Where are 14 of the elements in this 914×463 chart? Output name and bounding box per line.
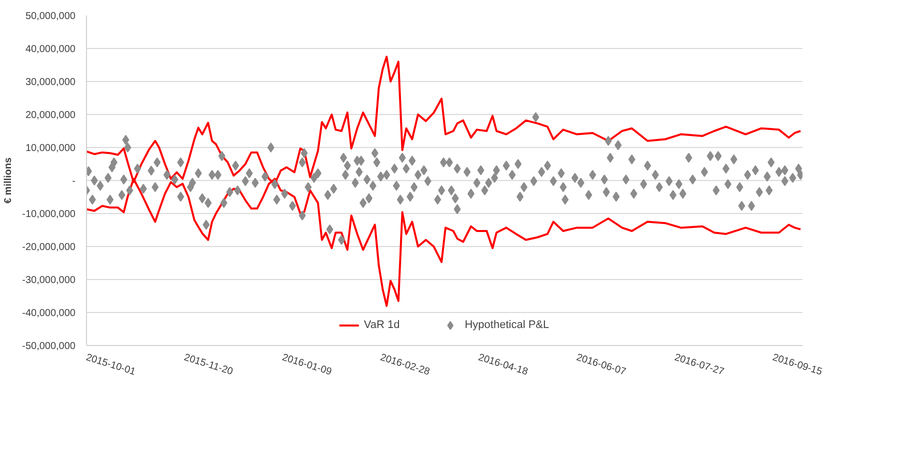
y-tick-label: 50,000,000 <box>25 11 76 22</box>
y-tick-label: 10,000,000 <box>25 143 76 154</box>
y-tick-label: - <box>72 176 76 187</box>
y-tick-label: -30,000,000 <box>22 275 76 286</box>
y-tick-label: 30,000,000 <box>25 77 76 88</box>
y-tick-label: -10,000,000 <box>22 209 76 220</box>
y-tick-label: -20,000,000 <box>22 242 76 253</box>
y-tick-label: -40,000,000 <box>22 308 76 319</box>
y-axis-title: € millions <box>3 157 14 204</box>
y-tick-label: -50,000,000 <box>22 341 76 352</box>
legend-label: Hypothetical P&L <box>464 319 550 331</box>
y-tick-label: 40,000,000 <box>25 44 76 55</box>
legend-label: VaR 1d <box>364 319 400 331</box>
y-tick-label: 20,000,000 <box>25 110 76 121</box>
